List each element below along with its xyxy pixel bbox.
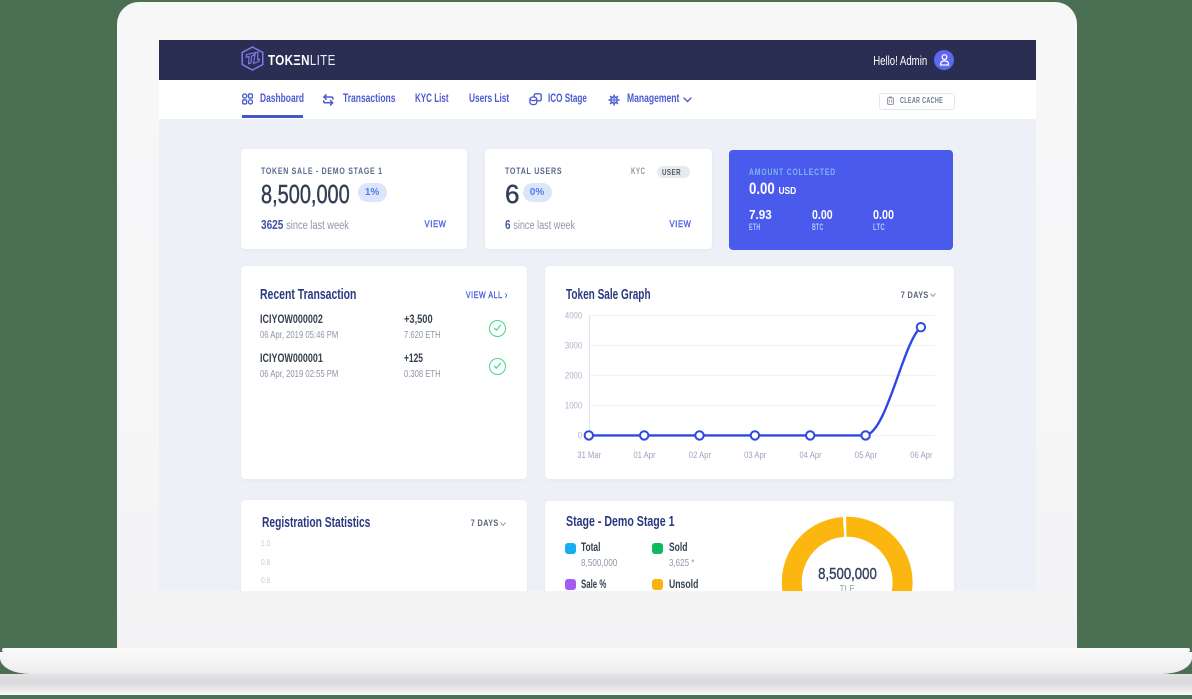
svg-text:05 Apr: 05 Apr bbox=[855, 450, 877, 461]
svg-text:01 Apr: 01 Apr bbox=[633, 450, 655, 461]
svg-text:1000: 1000 bbox=[565, 401, 582, 412]
svg-text:0: 0 bbox=[578, 431, 582, 442]
svg-text:03 Apr: 03 Apr bbox=[744, 450, 766, 461]
svg-text:2000: 2000 bbox=[565, 371, 582, 382]
svg-text:31 Mar: 31 Mar bbox=[577, 450, 601, 461]
svg-text:3000: 3000 bbox=[565, 341, 582, 352]
svg-text:02 Apr: 02 Apr bbox=[689, 450, 711, 461]
svg-text:06 Apr: 06 Apr bbox=[910, 450, 932, 461]
svg-text:04 Apr: 04 Apr bbox=[800, 450, 822, 461]
svg-text:4000: 4000 bbox=[565, 311, 582, 322]
